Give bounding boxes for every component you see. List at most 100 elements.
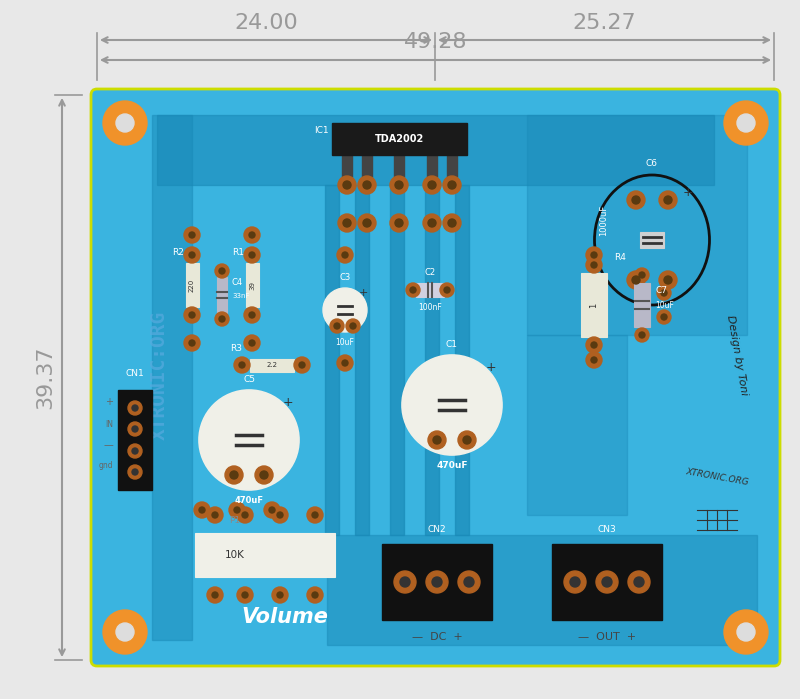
Circle shape (463, 436, 471, 444)
Circle shape (586, 247, 602, 263)
Circle shape (184, 227, 200, 243)
Circle shape (342, 360, 348, 366)
Text: C5: C5 (243, 375, 255, 384)
Circle shape (433, 436, 441, 444)
Text: —: — (103, 440, 113, 450)
Circle shape (215, 264, 229, 278)
Circle shape (724, 101, 768, 145)
Circle shape (330, 319, 344, 333)
Bar (640, 232, 664, 248)
Text: Design by Toni: Design by Toni (725, 314, 749, 396)
Circle shape (128, 401, 142, 415)
Bar (581, 273, 607, 337)
Text: gnd: gnd (98, 461, 113, 470)
Bar (355, 185, 369, 535)
Circle shape (244, 307, 260, 323)
Circle shape (272, 587, 288, 603)
Circle shape (225, 466, 243, 484)
Text: 10K: 10K (225, 550, 245, 560)
Circle shape (215, 312, 229, 326)
Bar (186, 263, 199, 307)
Circle shape (207, 507, 223, 523)
Bar (246, 263, 259, 307)
Circle shape (635, 328, 649, 342)
Circle shape (244, 247, 260, 263)
Circle shape (242, 592, 248, 598)
Text: R4: R4 (614, 253, 626, 262)
Text: C6: C6 (646, 159, 658, 168)
Circle shape (338, 176, 356, 194)
Circle shape (116, 623, 134, 641)
Text: C2: C2 (425, 268, 435, 277)
Bar (157, 115, 714, 185)
Circle shape (132, 448, 138, 454)
Circle shape (586, 257, 602, 273)
Bar (425, 185, 439, 535)
Text: +: + (105, 397, 113, 407)
Circle shape (103, 610, 147, 654)
Circle shape (194, 502, 210, 518)
Text: 10uF: 10uF (335, 338, 354, 347)
Text: CN3: CN3 (598, 525, 616, 534)
Circle shape (363, 181, 371, 189)
Circle shape (249, 312, 255, 318)
Bar (152, 115, 192, 640)
Circle shape (312, 592, 318, 598)
Text: TDA2002: TDA2002 (375, 134, 424, 144)
Circle shape (737, 114, 755, 132)
Circle shape (395, 219, 403, 227)
Circle shape (189, 312, 195, 318)
Circle shape (184, 335, 200, 351)
Bar (416, 283, 444, 297)
Circle shape (199, 390, 299, 490)
Circle shape (432, 577, 442, 587)
Bar (447, 155, 457, 177)
Circle shape (342, 252, 348, 258)
Circle shape (272, 507, 288, 523)
Circle shape (591, 342, 597, 348)
Circle shape (443, 176, 461, 194)
Circle shape (299, 362, 305, 368)
Circle shape (402, 355, 502, 455)
Text: 39: 39 (249, 280, 255, 289)
Circle shape (269, 507, 275, 513)
Circle shape (390, 214, 408, 232)
Text: R3: R3 (230, 344, 242, 353)
Circle shape (426, 571, 448, 593)
Circle shape (406, 283, 420, 297)
Circle shape (334, 323, 340, 329)
Text: C3: C3 (339, 273, 350, 282)
Circle shape (230, 471, 238, 479)
Text: CN1: CN1 (126, 369, 144, 378)
Text: +: + (283, 396, 294, 409)
Circle shape (249, 340, 255, 346)
Text: 39.37: 39.37 (35, 346, 55, 409)
Circle shape (394, 571, 416, 593)
Circle shape (664, 276, 672, 284)
Circle shape (207, 587, 223, 603)
Circle shape (199, 507, 205, 513)
Circle shape (628, 571, 650, 593)
Circle shape (128, 465, 142, 479)
Circle shape (443, 214, 461, 232)
Circle shape (103, 101, 147, 145)
Circle shape (189, 252, 195, 258)
Circle shape (312, 512, 318, 518)
Circle shape (423, 176, 441, 194)
Text: +: + (359, 288, 368, 298)
Circle shape (423, 214, 441, 232)
Text: 100nF: 100nF (418, 303, 442, 312)
Circle shape (237, 587, 253, 603)
Bar (217, 277, 227, 313)
Circle shape (440, 283, 454, 297)
Bar (634, 283, 650, 327)
Circle shape (337, 355, 353, 371)
Circle shape (189, 232, 195, 238)
Bar (195, 533, 335, 577)
Text: CN2: CN2 (428, 525, 446, 534)
Text: —  DC  +: — DC + (412, 632, 462, 642)
Circle shape (350, 323, 356, 329)
Bar (455, 185, 469, 535)
Text: +: + (682, 186, 694, 199)
Text: XTRONIC:ORG: XTRONIC:ORG (150, 310, 169, 440)
